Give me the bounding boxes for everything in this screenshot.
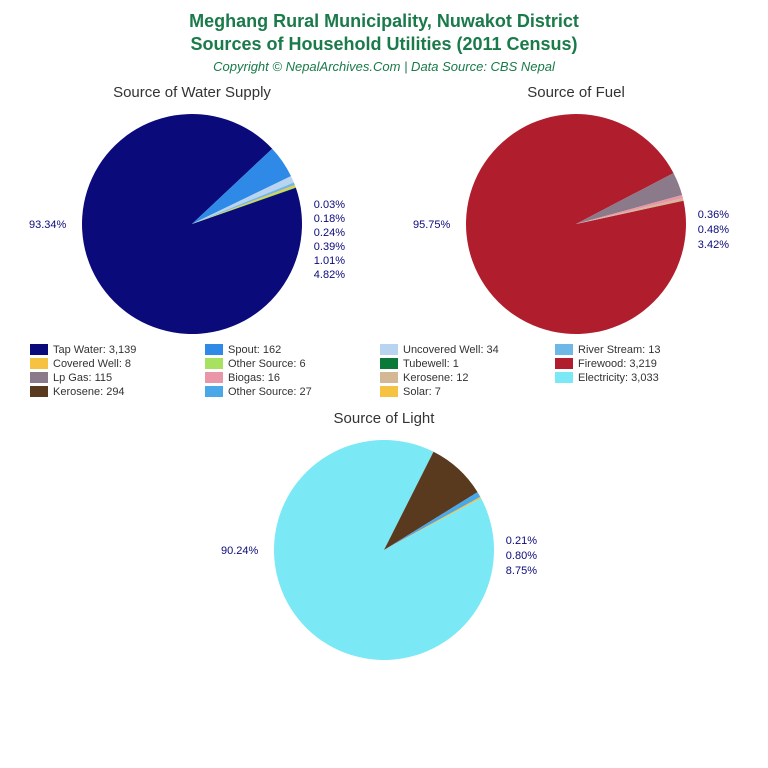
light-main-label: 90.24% (221, 545, 258, 557)
title-line1: Meghang Rural Municipality, Nuwakot Dist… (0, 10, 768, 33)
legend-swatch (205, 358, 223, 369)
legend-swatch (30, 344, 48, 355)
light-side-1: 0.80% (506, 550, 537, 562)
legend-swatch (380, 386, 398, 397)
legend-item: River Stream: 13 (555, 344, 730, 356)
fuel-side-2: 3.42% (698, 239, 729, 251)
title-line2: Sources of Household Utilities (2011 Cen… (0, 33, 768, 56)
fuel-main-label: 95.75% (413, 219, 450, 231)
legend-label: Covered Well: 8 (53, 358, 131, 370)
legend-item: Electricity: 3,033 (555, 372, 730, 384)
legend-item: Uncovered Well: 34 (380, 344, 555, 356)
light-side-0: 0.21% (506, 535, 537, 547)
legend-swatch (555, 358, 573, 369)
fuel-side-0: 0.36% (698, 209, 729, 221)
subtitle: Copyright © NepalArchives.Com | Data Sou… (0, 59, 768, 74)
legend-swatch (380, 344, 398, 355)
legend-label: Solar: 7 (403, 386, 441, 398)
legend-item: Lp Gas: 115 (30, 372, 205, 384)
legend-item: Tap Water: 3,139 (30, 344, 205, 356)
legend-item: Spout: 162 (205, 344, 380, 356)
water-side-2: 0.24% (314, 227, 345, 239)
light-chart-title: Source of Light (269, 410, 499, 427)
legend-item: Other Source: 6 (205, 358, 380, 370)
legend-label: Other Source: 6 (228, 358, 306, 370)
legend-item: Tubewell: 1 (380, 358, 555, 370)
legend-label: Tubewell: 1 (403, 358, 459, 370)
legend: Tap Water: 3,139 Spout: 162 Uncovered Well… (0, 339, 768, 405)
legend-swatch (30, 372, 48, 383)
legend-label: Electricity: 3,033 (578, 372, 659, 384)
fuel-side-1: 0.48% (698, 224, 729, 236)
water-side-1: 0.18% (314, 213, 345, 225)
light-pie-wrapper: 90.24% 0.21% 0.80% 8.75% (269, 435, 499, 665)
legend-label: Uncovered Well: 34 (403, 344, 499, 356)
water-pie-svg (77, 109, 307, 339)
fuel-pie-svg (461, 109, 691, 339)
legend-item: Kerosene: 294 (30, 386, 205, 398)
legend-label: Spout: 162 (228, 344, 281, 356)
legend-swatch (555, 372, 573, 383)
legend-label: Kerosene: 12 (403, 372, 468, 384)
legend-item: Biogas: 16 (205, 372, 380, 384)
legend-swatch (205, 344, 223, 355)
bottom-chart-row: Source of Light 90.24% 0.21% 0.80% 8.75% (0, 410, 768, 665)
legend-item: Solar: 7 (380, 386, 555, 398)
fuel-pie-wrapper: 95.75% 0.36% 0.48% 3.42% (461, 109, 691, 339)
legend-label: River Stream: 13 (578, 344, 661, 356)
water-chart: Source of Water Supply 93.34% 0.03% 0.18… (77, 84, 307, 339)
light-chart: Source of Light 90.24% 0.21% 0.80% 8.75% (269, 410, 499, 665)
light-side-2: 8.75% (506, 565, 537, 577)
legend-item: Firewood: 3,219 (555, 358, 730, 370)
legend-label: Firewood: 3,219 (578, 358, 657, 370)
legend-swatch (205, 386, 223, 397)
main-title: Meghang Rural Municipality, Nuwakot Dist… (0, 0, 768, 57)
water-side-4: 1.01% (314, 255, 345, 267)
legend-label: Tap Water: 3,139 (53, 344, 136, 356)
legend-swatch (380, 372, 398, 383)
legend-swatch (30, 386, 48, 397)
water-chart-title: Source of Water Supply (77, 84, 307, 101)
pie-slice (82, 114, 302, 334)
water-pie-wrapper: 93.34% 0.03% 0.18% 0.24% 0.39% 1.01% 4.8… (77, 109, 307, 339)
legend-item: Covered Well: 8 (30, 358, 205, 370)
legend-swatch (380, 358, 398, 369)
water-side-5: 4.82% (314, 269, 345, 281)
legend-swatch (555, 344, 573, 355)
top-charts-row: Source of Water Supply 93.34% 0.03% 0.18… (0, 84, 768, 339)
legend-label: Kerosene: 294 (53, 386, 125, 398)
fuel-chart: Source of Fuel 95.75% 0.36% 0.48% 3.42% (461, 84, 691, 339)
legend-item: Other Source: 27 (205, 386, 380, 398)
legend-label: Lp Gas: 115 (53, 372, 112, 384)
legend-swatch (205, 372, 223, 383)
water-side-3: 0.39% (314, 241, 345, 253)
legend-label: Other Source: 27 (228, 386, 312, 398)
light-pie-svg (269, 435, 499, 665)
legend-label: Biogas: 16 (228, 372, 280, 384)
legend-swatch (30, 358, 48, 369)
legend-item: Kerosene: 12 (380, 372, 555, 384)
water-side-0: 0.03% (314, 199, 345, 211)
fuel-chart-title: Source of Fuel (461, 84, 691, 101)
water-main-label: 93.34% (29, 219, 66, 231)
